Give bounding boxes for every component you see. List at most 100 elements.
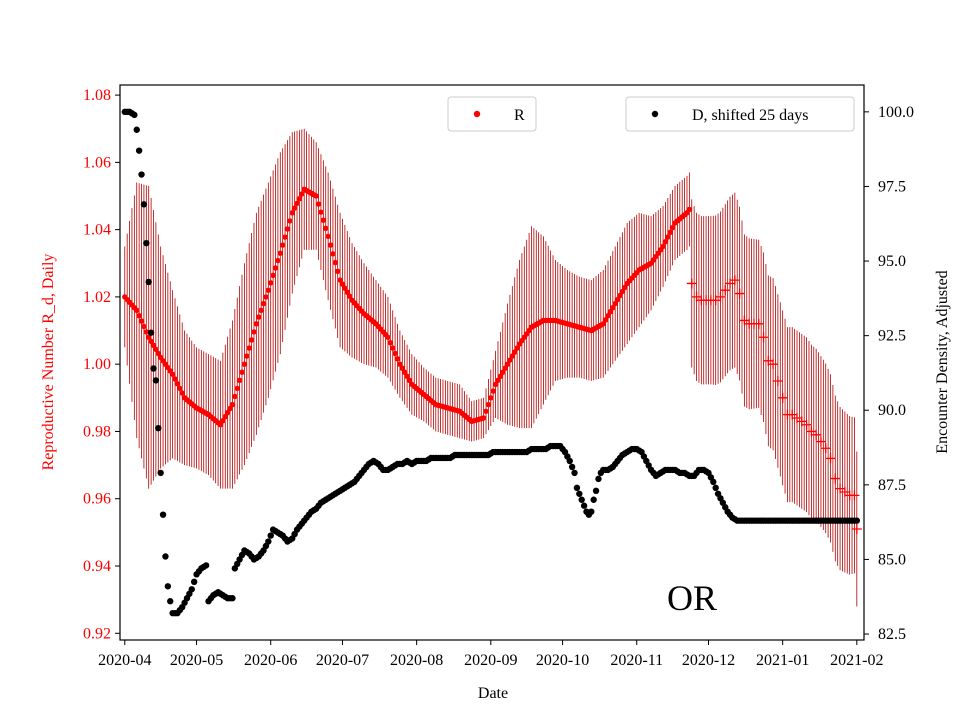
r-point (296, 195, 303, 202)
r-point (313, 193, 319, 199)
d-point (576, 490, 583, 497)
r-point (607, 309, 614, 315)
r-point (268, 280, 274, 286)
left-y-tick-label: 1.06 (83, 154, 111, 171)
r-point (495, 377, 501, 384)
left-y-tick-label: 1.08 (83, 87, 111, 104)
r-point (244, 353, 250, 359)
r-point (246, 345, 252, 351)
r-point (612, 300, 618, 307)
r-forecast-point (811, 429, 822, 440)
d-point (202, 562, 210, 569)
r-point (265, 287, 272, 293)
r-point (512, 349, 518, 355)
r-point (148, 338, 154, 345)
d-series (121, 108, 861, 617)
d-point (152, 377, 160, 384)
r-point (504, 361, 511, 367)
d-point (190, 578, 198, 586)
r-point (282, 234, 288, 240)
d-point (155, 424, 162, 432)
r-point (234, 385, 240, 392)
r-forecast-point (729, 275, 740, 286)
r-point (315, 201, 322, 207)
left-y-tick-label: 1.00 (83, 356, 111, 373)
r-point (141, 323, 147, 330)
r-point (401, 369, 408, 375)
r-point (284, 226, 291, 232)
r-point (483, 408, 489, 414)
axes: 2020-04 2020-05 2020-06 2020-07 2020-08 2020-… (83, 84, 914, 669)
d-point (566, 457, 573, 465)
d-point (157, 469, 164, 477)
r-forecast-point (734, 288, 745, 299)
r-point (327, 242, 334, 248)
r-point (248, 337, 255, 343)
x-tick-label: 2020-04 (98, 652, 151, 669)
r-point (136, 313, 142, 319)
r-point (686, 206, 693, 213)
r-point (299, 191, 305, 197)
r-forecast-point (815, 436, 826, 447)
d-point (138, 171, 145, 178)
r-point (138, 318, 145, 324)
r-point (669, 224, 676, 231)
right-y-tick-label: 97.5 (878, 178, 906, 195)
r-point (332, 259, 339, 266)
r-point (263, 294, 269, 300)
d-point (147, 329, 155, 336)
r-forecast-point (772, 376, 783, 386)
r-point (342, 285, 348, 291)
d-point (592, 487, 600, 495)
x-tick-label: 2020-10 (536, 652, 589, 669)
d-point (164, 583, 172, 590)
r-point (177, 385, 183, 392)
d-point (595, 475, 602, 483)
r-point (500, 369, 506, 375)
r-point (146, 334, 152, 340)
d-point (588, 508, 595, 515)
r-point (387, 339, 394, 346)
legend-r-label: R (514, 107, 525, 124)
right-y-tick-label: 87.5 (878, 477, 906, 494)
r-forecast-point (686, 278, 697, 289)
r-point (605, 313, 611, 319)
r-forecast-point (777, 392, 788, 403)
d-point (159, 511, 167, 518)
left-y-tick-label: 1.02 (83, 289, 111, 306)
r-forecast-point (758, 332, 769, 343)
r-point (256, 314, 262, 320)
d-point (143, 239, 150, 247)
d-point (135, 147, 143, 154)
d-point (229, 595, 236, 602)
r-point (270, 272, 276, 279)
r-point (509, 353, 516, 359)
plot-area (120, 85, 864, 640)
r-forecast-point (720, 285, 731, 296)
r-point (497, 373, 504, 379)
r-point (241, 361, 248, 367)
r-point (665, 234, 671, 240)
r-point (507, 357, 513, 363)
r-point (279, 242, 286, 248)
r-point (404, 373, 410, 379)
r-point (339, 281, 346, 287)
r-point (667, 229, 673, 236)
r-forecast-point (825, 453, 836, 464)
r-point (323, 225, 329, 231)
r-point (399, 365, 405, 371)
d-point (712, 484, 719, 492)
r-point (294, 200, 300, 207)
r-point (227, 405, 233, 412)
r-point (602, 317, 609, 323)
r-point (253, 321, 260, 327)
r-point (287, 218, 293, 224)
r-point (619, 288, 626, 295)
d-point (571, 469, 578, 477)
r-point (610, 304, 616, 311)
d-point (267, 532, 274, 539)
d-point (580, 502, 588, 509)
r-point (172, 376, 178, 382)
right-y-tick-label: 92.5 (878, 328, 906, 345)
